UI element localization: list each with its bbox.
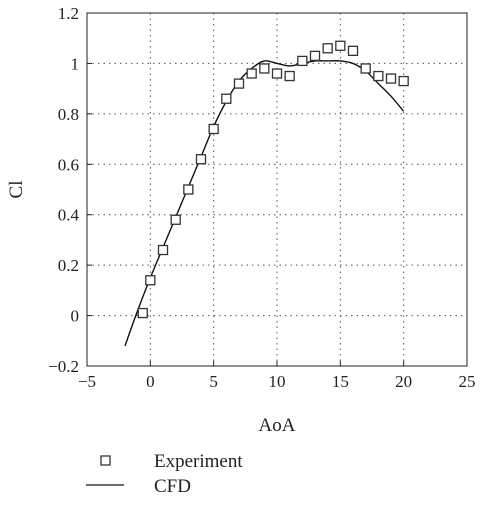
y-tick-label: 0 [71,307,80,326]
x-tick-label: 5 [209,372,218,391]
y-tick-label: 1.2 [58,4,79,23]
x-tick-label: 0 [146,372,155,391]
y-tick-label: 0.8 [58,105,79,124]
experiment-point [373,70,384,82]
y-axis-label: Cl [6,181,27,199]
experiment-point [195,154,207,165]
experiment-point [385,73,397,84]
experiment-point [271,68,283,79]
experiment-point [233,78,245,89]
experiment-point [335,40,346,51]
experiment-point [145,275,156,286]
x-tick-label: 15 [332,372,349,391]
experiment-point [246,68,257,79]
experiment-point [398,75,409,87]
cfd-series-line [124,60,405,347]
y-tick-label: −0.2 [48,357,79,376]
experiment-point [309,50,321,62]
tick-layer: −5 0 5 10 15 20 25 −0.2 0 0.2 0.4 0.6 0.8 1 1.2 [48,4,475,391]
experiment-point [208,123,219,135]
experiment-point [183,184,194,195]
experiment-point [221,93,232,104]
x-tick-label: −5 [78,372,96,391]
x-tick-label: 25 [459,372,476,391]
y-tick-label: 0.2 [58,256,79,275]
x-tick-label: 20 [395,372,412,391]
y-tick-label: 0.6 [58,155,79,174]
experiment-point [170,214,181,225]
y-tick-label: 0.4 [58,206,80,225]
x-tick-label: 10 [269,372,286,391]
x-axis-label: AoA [259,415,296,436]
data-layer [124,40,409,347]
y-tick-label: 1 [71,54,80,73]
experiment-point [297,55,308,67]
legend-label-experiment: Experiment [154,451,243,472]
experiment-point [347,45,359,56]
experiment-point [157,244,169,256]
experiment-point [259,63,270,74]
experiment-point [137,307,148,319]
grid-layer [87,13,467,366]
legend: Experiment CFD [86,451,243,497]
experiment-point [284,70,295,82]
legend-marker-experiment [100,455,111,466]
legend-label-cfd: CFD [154,476,191,497]
experiment-point [360,63,371,74]
experiment-point [322,43,333,54]
